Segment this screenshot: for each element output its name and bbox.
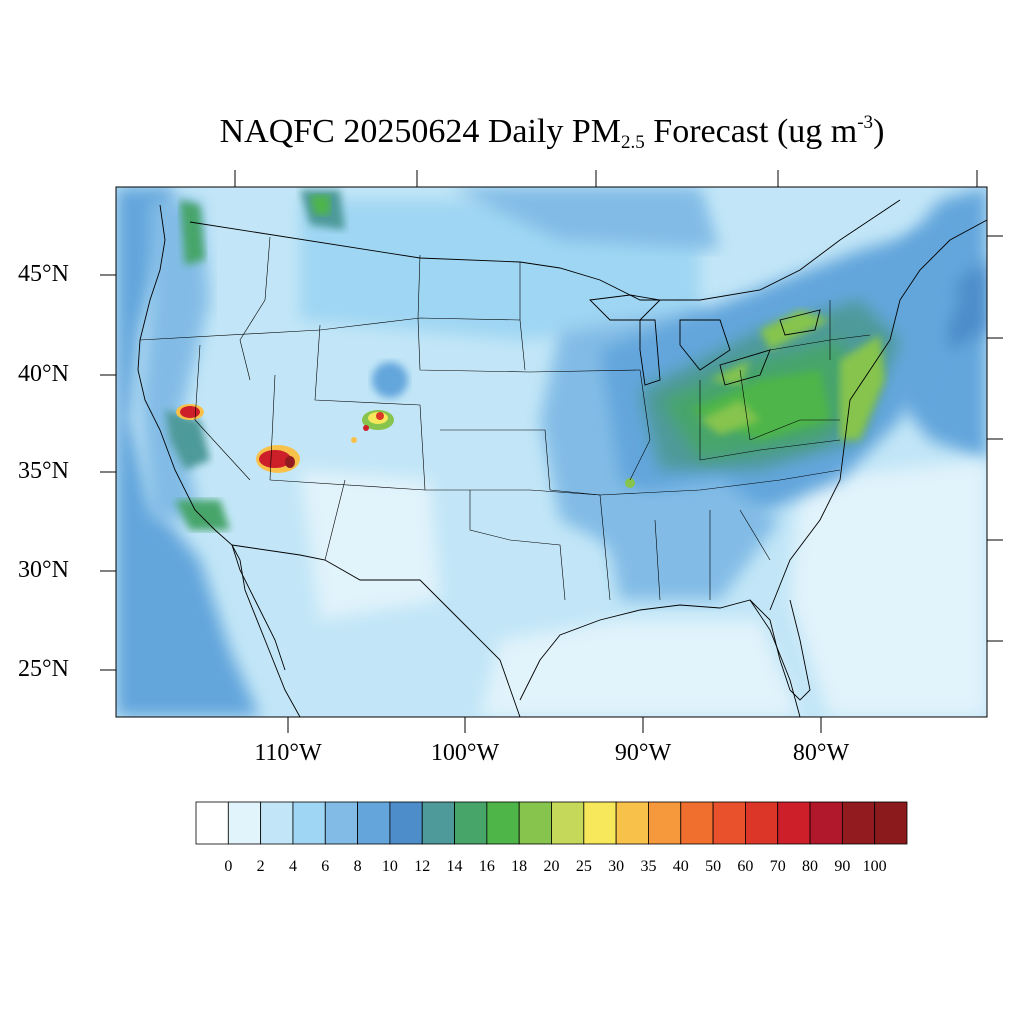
colorbar-box <box>421 801 455 845</box>
colorbar-box <box>551 801 585 845</box>
colorbar-tick-label: 30 <box>608 858 625 875</box>
lat-label-45: 45°N <box>18 261 69 287</box>
colorbar-box <box>324 801 358 845</box>
lon-label-90w: 90°W <box>614 740 672 766</box>
colorbar-box <box>260 801 294 845</box>
colorbar-tick-label: 80 <box>802 858 819 875</box>
lat-label-30: 30°N <box>18 557 69 583</box>
colorbar-box <box>712 801 746 845</box>
boundaries <box>137 199 987 717</box>
colorbar-tick-label: 6 <box>321 858 330 875</box>
colorbar-box <box>841 801 876 845</box>
colorbar-tick-label: 40 <box>672 858 689 875</box>
colorbar-box <box>357 801 391 845</box>
colorbar <box>195 801 908 845</box>
colorbar-tick-label: 12 <box>414 858 431 875</box>
colorbar-box <box>680 801 714 845</box>
colorbar-tick-label: 25 <box>575 858 592 875</box>
colorbar-box <box>777 801 811 845</box>
colorbar-box <box>809 801 843 845</box>
colorbar-box <box>745 801 779 845</box>
lat-label-40: 40°N <box>18 361 69 387</box>
lat-ticks <box>100 274 116 671</box>
colorbar-box <box>518 801 552 845</box>
colorbar-box <box>486 801 520 845</box>
colorbar-box <box>874 801 908 845</box>
colorbar-box <box>615 801 649 845</box>
colorbar-tick-label: 16 <box>478 858 495 875</box>
colorbar-tick-label: 100 <box>862 858 887 875</box>
colorbar-tick-label: 90 <box>834 858 851 875</box>
map-frame <box>115 186 988 718</box>
lat-label-35: 35°N <box>18 458 69 484</box>
colorbar-tick-label: 14 <box>446 858 463 875</box>
colorbar-tick-label: 4 <box>288 858 297 875</box>
colorbar-tick-label: 8 <box>353 858 362 875</box>
map-field <box>116 187 987 717</box>
colorbar-box <box>389 801 423 845</box>
colorbar-tick-label: 10 <box>381 858 398 875</box>
colorbar-tick-label: 0 <box>224 858 233 875</box>
colorbar-box <box>454 801 488 845</box>
colorbar-tick-label: 2 <box>256 858 265 875</box>
colorbar-tick-label: 20 <box>543 858 560 875</box>
colorbar-box <box>195 801 229 845</box>
colorbar-tick-label: 70 <box>769 858 786 875</box>
colorbar-box <box>292 801 326 845</box>
lon-label-110w: 110°W <box>254 740 322 766</box>
colorbar-tick-label: 50 <box>705 858 722 875</box>
lon-label-100w: 100°W <box>430 740 500 766</box>
colorbar-tick-label: 18 <box>511 858 528 875</box>
colorbar-tick-label: 60 <box>737 858 754 875</box>
colorbar-box <box>227 801 262 845</box>
lon-label-80w: 80°W <box>792 740 850 766</box>
colorbar-box <box>583 801 617 845</box>
lon-ticks <box>234 170 1003 733</box>
colorbar-tick-label: 35 <box>640 858 657 875</box>
lat-label-25: 25°N <box>18 656 69 682</box>
chart-title: NAQFC 20250624 Daily PM2.5 Forecast (ug … <box>219 112 885 153</box>
colorbar-box <box>648 801 682 845</box>
